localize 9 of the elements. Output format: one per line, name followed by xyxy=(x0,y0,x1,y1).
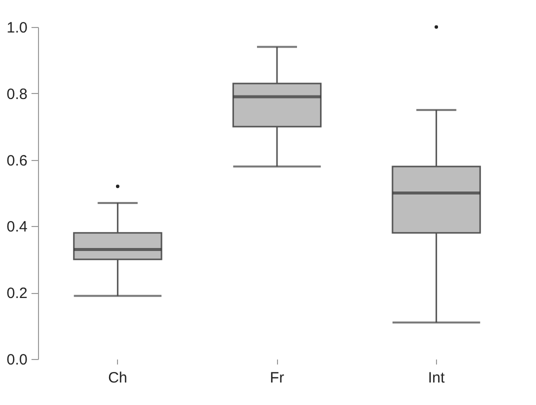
y-tick-label: 1.0 xyxy=(6,20,28,36)
y-tick-label: 0.4 xyxy=(6,218,28,236)
y-tick-label: 0.6 xyxy=(6,152,28,170)
y-tick-label: 0.0 xyxy=(6,352,28,368)
x-tick-label: Ch xyxy=(108,370,128,386)
x-tick-label: Fr xyxy=(270,370,284,386)
y-tick-label: 0.8 xyxy=(6,86,28,103)
y-tick-label: 0.2 xyxy=(6,285,28,302)
x-tick-label: Int xyxy=(428,370,446,386)
